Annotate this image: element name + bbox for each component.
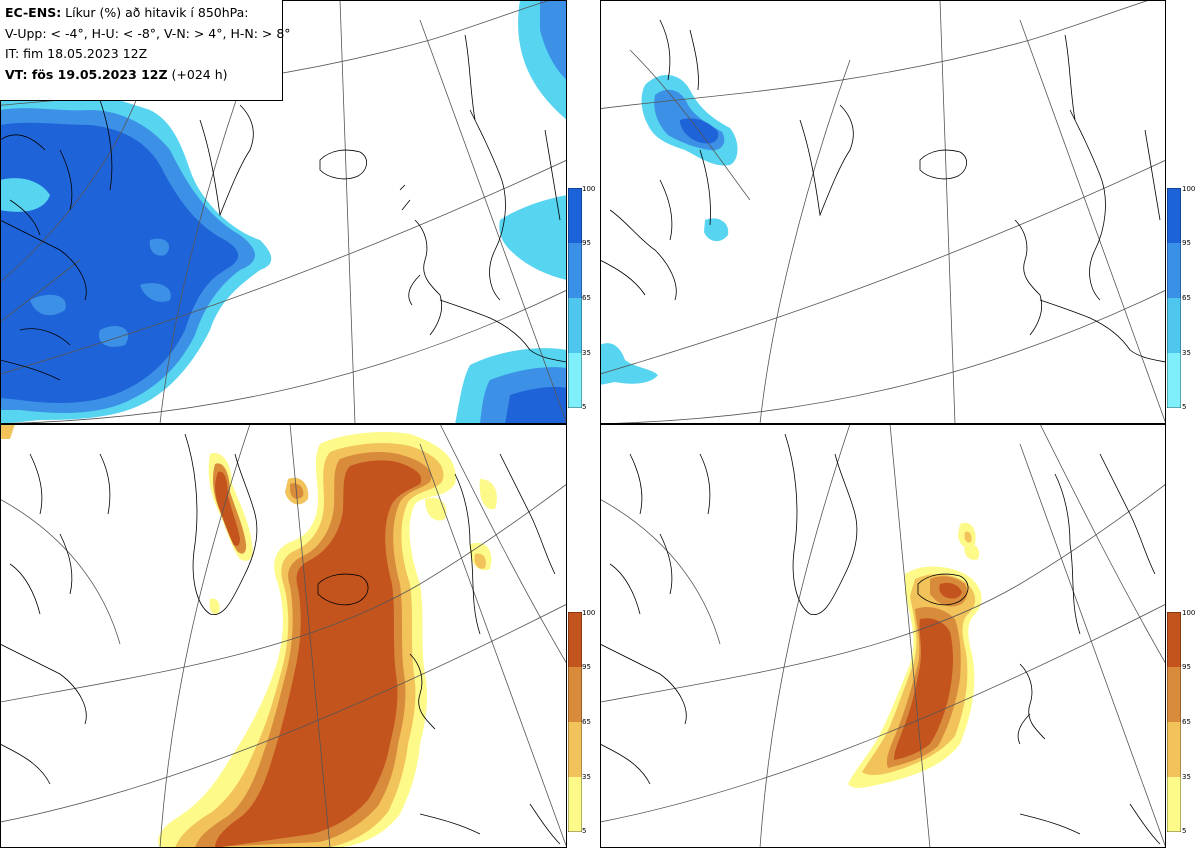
graticule [600,424,1166,848]
cb-tick: 35 [1182,773,1191,781]
cb-tick: 100 [582,185,596,193]
cb-tick: 35 [582,349,591,357]
cb-tick: 95 [1182,239,1191,247]
cb-tick: 100 [582,609,596,617]
graticule [600,0,1166,424]
cold-probability-field [0,0,567,424]
map-panel-lower-right [600,424,1166,848]
title-line-3: IT: fim 18.05.2023 12Z [5,46,148,62]
cb-tick: 65 [1182,294,1191,302]
cb-tick: 65 [1182,718,1191,726]
colorbar-warm-right [1167,612,1181,832]
map-panel-upper-left: EC-ENS: Líkur (%) að hitavik í 850hPa: V… [0,0,567,424]
title-line-4: VT: fös 19.05.2023 12Z (+024 h) [5,66,228,82]
title-legend: EC-ENS: Líkur (%) að hitavik í 850hPa: V… [0,0,291,101]
graticule [0,424,567,848]
map-panel-lower-left [0,424,567,848]
warm-probability-field [0,424,497,848]
cold-probability-field [600,74,738,385]
cb-tick: 100 [1182,609,1196,617]
cb-tick: 5 [582,827,587,835]
cb-tick: 95 [582,663,591,671]
warm-probability-field [848,522,982,788]
map-lower-left [0,424,567,848]
cb-tick: 35 [1182,349,1191,357]
colorbar-cold-right [1167,188,1181,408]
coastlines [0,34,567,381]
coastlines [0,433,561,845]
colorbar-warm-left [568,612,582,832]
cb-tick: 5 [1182,403,1187,411]
cb-tick: 65 [582,294,591,302]
cb-tick: 5 [1182,827,1187,835]
cb-tick: 65 [582,718,591,726]
map-upper-right [600,0,1166,424]
cb-tick: 95 [1182,663,1191,671]
title-line-2: V-Upp: < -4°, H-U: < -8°, V-N: > 4°, H-N… [5,25,291,41]
map-lower-right [600,424,1166,848]
coastlines [600,433,1161,845]
cb-tick: 5 [582,403,587,411]
colorbar-cold-left [568,188,582,408]
cb-tick: 35 [582,773,591,781]
map-panel-upper-right [600,0,1166,424]
cb-tick: 95 [582,239,591,247]
cb-tick: 100 [1182,185,1196,193]
coastlines [600,19,1166,363]
title-line-1: EC-ENS: Líkur (%) að hitavik í 850hPa: [5,5,249,20]
